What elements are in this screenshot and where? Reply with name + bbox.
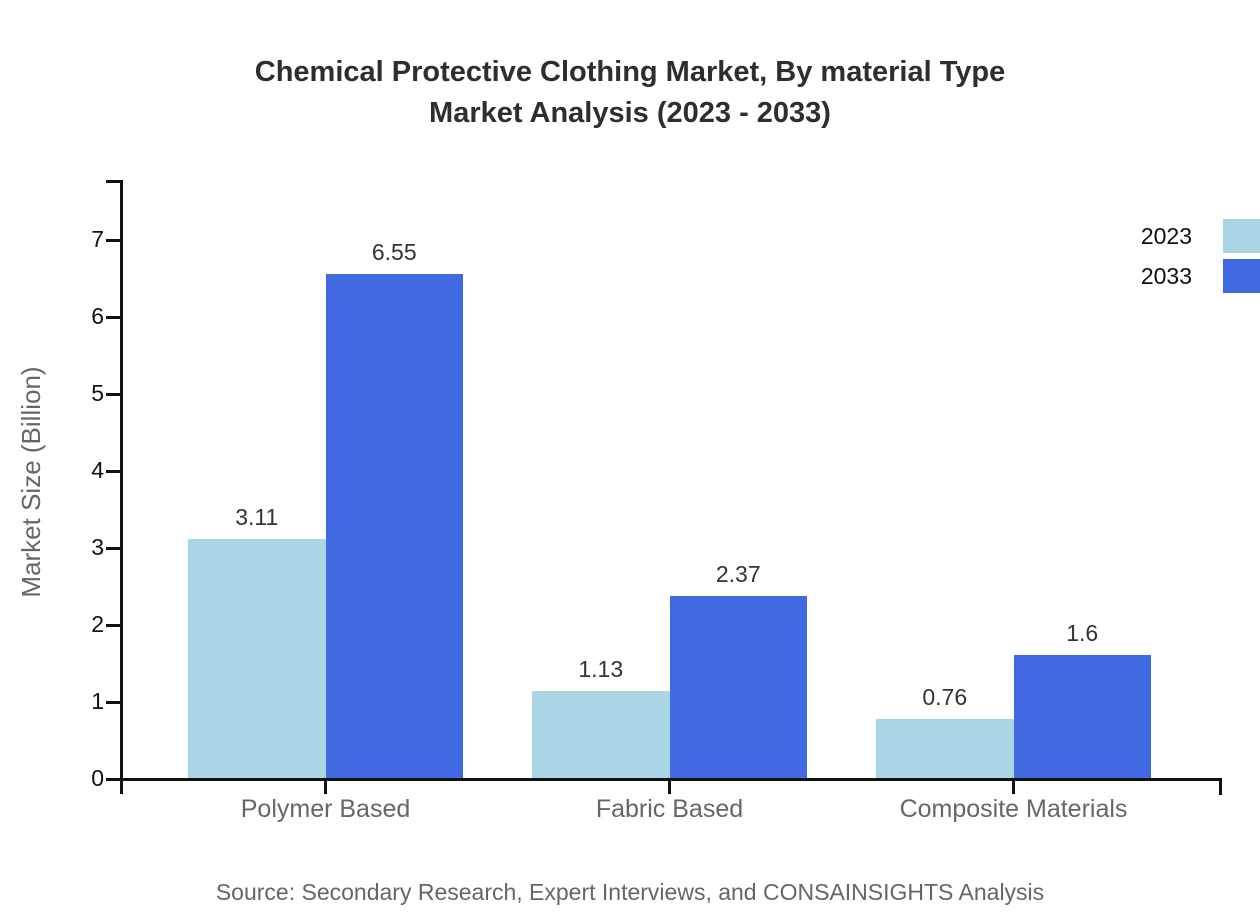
bar-value-label: 0.76	[922, 684, 968, 711]
y-tick-mark	[106, 624, 120, 627]
y-tick-label: 1	[91, 688, 104, 714]
y-tick-label: 0	[91, 765, 104, 791]
chart-title-line1: Chemical Protective Clothing Market, By …	[254, 56, 1006, 88]
y-tick-mark	[106, 778, 120, 781]
legend-label: 2033	[1140, 262, 1192, 289]
y-tick-label: 7	[91, 226, 104, 252]
y-tick-mark	[106, 393, 120, 396]
y-tick-mark	[106, 239, 120, 242]
x-tick-mark	[668, 781, 671, 794]
y-tick-label: 6	[91, 303, 104, 329]
source-note: Source: Secondary Research, Expert Inter…	[215, 879, 1045, 905]
bar-2023-composite-materials	[876, 719, 1014, 778]
bar-2033-composite-materials	[1013, 654, 1151, 778]
x-tick-mark	[1012, 781, 1015, 794]
bar-2033-polymer-based	[325, 273, 463, 778]
bar-value-label: 6.55	[371, 238, 417, 265]
bar-2023-polymer-based	[188, 538, 326, 778]
legend-item-2033: 2033	[1141, 259, 1260, 293]
x-category-label: Fabric Based	[595, 795, 744, 823]
legend-swatch-2023	[1223, 219, 1260, 253]
y-tick-label: 4	[91, 457, 104, 483]
legend-label: 2023	[1140, 222, 1192, 249]
bar-value-label: 2.37	[715, 560, 761, 587]
chart-title-line2: Market Analysis (2023 - 2033)	[429, 97, 831, 129]
bar-2023-fabric-based	[532, 690, 670, 778]
x-axis-end-cap	[1219, 778, 1222, 795]
y-tick-mark	[106, 316, 120, 319]
y-tick-mark	[106, 547, 120, 550]
x-category-label: Composite Materials	[899, 795, 1128, 823]
legend: 2023 2033	[1141, 219, 1260, 293]
y-tick-mark	[106, 470, 120, 473]
y-tick-mark	[106, 701, 120, 704]
legend-swatch-2033	[1223, 259, 1260, 293]
y-tick-label: 5	[91, 380, 104, 406]
x-category-label: Polymer Based	[240, 795, 411, 823]
chart-title: Chemical Protective Clothing Market, By …	[0, 52, 1260, 134]
y-tick-label: 3	[91, 534, 104, 560]
y-axis-spine	[120, 180, 123, 794]
y-tick-label: 2	[91, 611, 104, 637]
y-axis-top-cap	[106, 180, 123, 183]
bar-value-label: 3.11	[235, 503, 279, 530]
bar-2033-fabric-based	[669, 595, 807, 778]
legend-item-2023: 2023	[1141, 219, 1260, 253]
bar-value-label: 1.6	[1066, 619, 1099, 646]
x-axis-spine	[106, 778, 1222, 781]
bar-value-label: 1.13	[578, 655, 624, 682]
x-tick-mark	[324, 781, 327, 794]
